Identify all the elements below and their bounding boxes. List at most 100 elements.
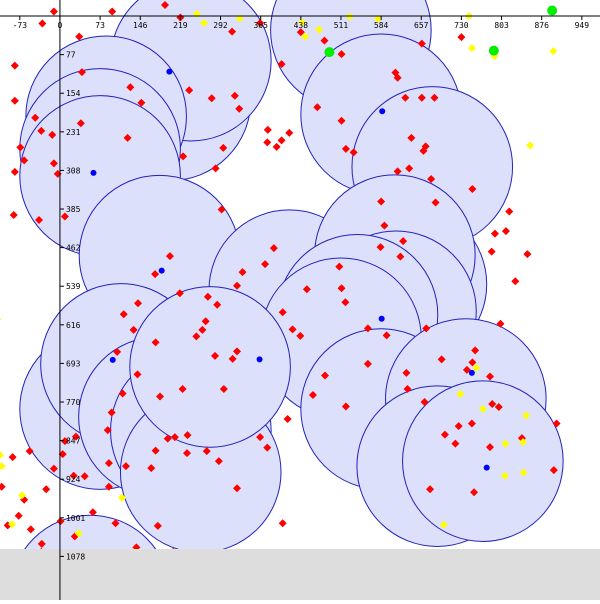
red-point-26 (60, 212, 69, 221)
y-tick-label: 693 (66, 359, 81, 368)
blue-point-3 (256, 356, 263, 363)
yellow-point-3 (297, 18, 306, 27)
yellow-point-24 (519, 468, 528, 477)
red-point-25 (9, 211, 18, 220)
red-point-5 (160, 1, 169, 10)
red-point-36 (263, 125, 272, 134)
red-point-22 (10, 167, 19, 176)
red-point-185 (8, 453, 17, 462)
red-point-102 (198, 325, 207, 334)
yellow-point-15 (17, 491, 26, 500)
red-point-77 (422, 324, 431, 333)
y-tick-label: 770 (66, 398, 81, 407)
yellow-point-10 (467, 44, 476, 53)
yellow-point-7 (373, 15, 382, 24)
y-tick-label: 385 (66, 205, 81, 214)
red-point-163 (26, 525, 35, 534)
red-point-84 (278, 308, 287, 317)
red-point-152 (494, 403, 503, 412)
red-point-82 (335, 262, 344, 271)
red-point-12 (417, 39, 426, 48)
red-point-87 (269, 244, 278, 253)
yellow-point-13 (0, 451, 4, 460)
yellow-point-14 (0, 462, 6, 471)
red-point-56 (393, 73, 402, 82)
red-point-113 (71, 432, 80, 441)
red-point-134 (283, 415, 292, 424)
red-point-95 (113, 347, 122, 356)
red-point-137 (341, 402, 350, 411)
red-point-46 (337, 116, 346, 125)
red-point-92 (151, 270, 160, 279)
red-point-78 (382, 331, 391, 340)
red-point-104 (211, 351, 220, 360)
red-point-158 (37, 539, 46, 548)
y-tick-label: 77 (66, 51, 76, 60)
blue-point-7 (483, 464, 490, 471)
red-point-83 (302, 285, 311, 294)
red-point-96 (129, 325, 138, 334)
red-point-73 (496, 319, 505, 328)
red-point-131 (278, 519, 287, 528)
red-point-138 (363, 359, 372, 368)
y-tick-label: 462 (66, 244, 81, 253)
red-point-94 (119, 310, 128, 319)
red-point-156 (56, 517, 65, 526)
red-point-140 (403, 384, 412, 393)
x-tick-label: 584 (374, 21, 389, 30)
red-point-154 (549, 466, 558, 475)
red-point-86 (296, 331, 305, 340)
red-point-21 (16, 143, 25, 152)
yellow-point-21 (478, 405, 487, 414)
red-point-32 (207, 94, 216, 103)
red-point-166 (0, 482, 6, 491)
yellow-point-27 (501, 439, 510, 448)
yellow-point-6 (345, 12, 354, 21)
red-point-151 (486, 443, 495, 452)
red-point-2 (49, 7, 58, 16)
x-tick-label: 219 (173, 21, 188, 30)
red-point-136 (308, 390, 317, 399)
red-point-72 (511, 277, 520, 286)
red-point-116 (49, 464, 58, 473)
red-point-28 (123, 133, 132, 142)
red-point-48 (349, 148, 358, 157)
red-point-122 (151, 446, 160, 455)
red-point-52 (430, 93, 439, 102)
red-point-15 (10, 96, 19, 105)
y-tick-label: 1001 (66, 514, 85, 523)
red-point-16 (31, 113, 40, 122)
red-point-179 (88, 508, 97, 517)
red-point-97 (151, 338, 160, 347)
blue-point-8 (109, 356, 116, 363)
y-tick-label: 616 (66, 321, 81, 330)
red-point-144 (467, 419, 476, 428)
red-point-81 (337, 284, 346, 293)
red-point-119 (103, 426, 112, 435)
blue-point-4 (379, 108, 386, 115)
red-point-133 (263, 443, 272, 452)
blue-point-5 (378, 315, 385, 322)
red-point-100 (201, 317, 210, 326)
red-point-117 (69, 471, 78, 480)
red-point-141 (420, 398, 429, 407)
red-point-80 (341, 298, 350, 307)
red-point-145 (488, 400, 497, 409)
red-point-132 (256, 433, 265, 442)
red-point-9 (296, 28, 305, 37)
blue-point-2 (158, 267, 165, 274)
red-point-147 (468, 358, 477, 367)
red-point-57 (405, 164, 414, 173)
red-point-183 (42, 485, 51, 494)
red-point-106 (233, 347, 242, 356)
red-point-109 (156, 392, 165, 401)
blue-point-1 (90, 169, 97, 176)
y-tick-label: 154 (66, 89, 81, 98)
green-point-0 (324, 47, 335, 58)
y-tick-label: 1078 (66, 552, 85, 561)
red-point-85 (288, 325, 297, 334)
yellow-point-23 (522, 411, 531, 420)
